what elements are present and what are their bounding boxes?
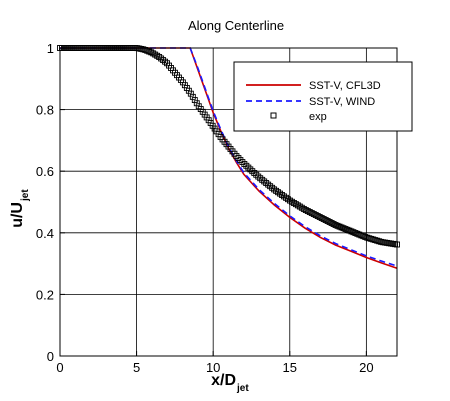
exp-data-point <box>306 209 313 216</box>
exp-data-point <box>316 214 323 220</box>
exp-data-point <box>253 171 260 178</box>
exp-data-point <box>340 225 347 232</box>
y-tick-label: 0.6 <box>36 164 54 179</box>
exp-data-point <box>160 57 167 64</box>
exp-data-point <box>320 216 327 222</box>
y-tick-label: 1 <box>47 41 54 56</box>
exp-data-point <box>247 166 254 173</box>
y-tick-label: 0.2 <box>36 287 54 302</box>
exp-data-point <box>360 233 367 240</box>
legend-label-exp: exp <box>309 111 327 123</box>
ticks: 0 5 10 15 20 0 0.2 0.4 0.6 0.8 1 <box>36 41 374 375</box>
exp-data-point <box>352 230 359 236</box>
exp-data-point <box>304 208 311 215</box>
exp-data-point <box>255 173 262 180</box>
exp-data-point <box>156 54 163 60</box>
exp-data-point <box>330 221 337 227</box>
exp-data-point <box>249 168 256 175</box>
exp-data-point <box>312 212 319 218</box>
exp-data-point <box>162 58 169 65</box>
exp-data-point <box>142 46 149 53</box>
y-tick-label: 0.8 <box>36 103 54 118</box>
x-tick-label: 20 <box>359 360 373 375</box>
exp-data-point <box>267 183 274 190</box>
exp-data-point <box>364 234 371 241</box>
exp-data-point <box>269 184 276 191</box>
exp-data-point <box>241 161 248 167</box>
exp-data-point <box>314 213 321 219</box>
exp-data-point <box>191 97 198 104</box>
exp-data-point <box>354 230 361 237</box>
y-axis-label-main: u/U <box>9 202 26 228</box>
y-tick-label: 0 <box>47 349 54 364</box>
exp-data-point <box>310 211 317 217</box>
exp-data-point <box>318 215 325 221</box>
exp-data-point <box>362 234 369 240</box>
exp-data-point <box>346 227 353 234</box>
x-axis-label: x/D jet <box>211 372 249 394</box>
y-axis-label-sub: jet <box>20 189 31 202</box>
exp-data-point <box>193 100 200 107</box>
exp-data-point <box>233 153 240 160</box>
exp-data-point <box>350 229 357 236</box>
y-axis-label: u/U jet <box>9 189 31 228</box>
exp-data-point <box>308 210 315 217</box>
legend-box <box>233 61 413 132</box>
x-axis-label-sub: jet <box>236 383 249 394</box>
exp-data-point <box>334 222 341 229</box>
exp-data-point <box>366 235 373 242</box>
exp-data-point <box>376 238 383 245</box>
exp-data-point <box>146 48 153 55</box>
exp-data-point <box>257 175 264 182</box>
exp-data-point <box>265 181 272 188</box>
legend-label-cfl3d: SST-V, CFL3D <box>309 80 381 92</box>
exp-data-point <box>338 224 345 231</box>
exp-data-point <box>243 162 250 169</box>
exp-data-point <box>374 237 381 244</box>
exp-data-point <box>328 220 335 226</box>
exp-data-point <box>187 90 194 97</box>
y-tick-label: 0.4 <box>36 226 54 241</box>
legend-marker-exp <box>270 112 277 119</box>
x-axis-label-main: x/D <box>211 372 236 389</box>
exp-data-point <box>336 223 343 230</box>
exp-data-point <box>356 231 363 238</box>
exp-data-point <box>259 176 266 183</box>
exp-data-point <box>326 219 333 225</box>
chart-title: Along Centerline <box>188 18 284 33</box>
exp-data-point <box>302 207 309 214</box>
exp-data-point <box>342 226 349 232</box>
exp-data-point <box>251 170 258 176</box>
x-tick-label: 0 <box>56 360 63 375</box>
exp-data-point <box>245 164 252 171</box>
exp-data-point <box>235 155 242 162</box>
x-tick-label: 5 <box>133 360 140 375</box>
exp-data-point <box>189 93 196 100</box>
exp-data-point <box>322 217 329 223</box>
exp-data-point <box>372 237 379 244</box>
exp-data-point <box>261 178 268 185</box>
svg-text:x/D: x/D <box>211 372 236 389</box>
exp-data-point <box>239 159 246 166</box>
exp-data-point <box>140 46 147 53</box>
legend-label-wind: SST-V, WIND <box>309 96 375 108</box>
exp-data-point <box>348 228 355 235</box>
x-tick-label: 10 <box>206 360 220 375</box>
plot-frame <box>59 47 398 357</box>
exp-data-point <box>237 157 244 164</box>
exp-data-point <box>358 232 365 239</box>
exp-data-point <box>158 55 165 62</box>
exp-data-point <box>324 218 331 224</box>
exp-data-point <box>263 180 270 186</box>
exp-data-point <box>332 222 339 228</box>
exp-data-point <box>368 235 375 242</box>
exp-data-point <box>370 236 377 243</box>
legend: SST-V, CFL3D SST-V, WIND exp <box>233 61 413 132</box>
exp-data-point <box>344 226 351 233</box>
x-tick-label: 15 <box>283 360 297 375</box>
